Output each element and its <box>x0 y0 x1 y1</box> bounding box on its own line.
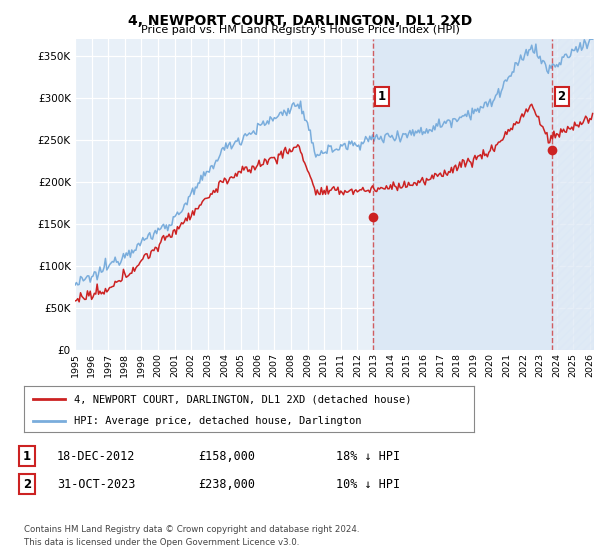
Text: 4, NEWPORT COURT, DARLINGTON, DL1 2XD (detached house): 4, NEWPORT COURT, DARLINGTON, DL1 2XD (d… <box>74 394 411 404</box>
Text: 10% ↓ HPI: 10% ↓ HPI <box>336 478 400 491</box>
Text: 1: 1 <box>23 450 31 463</box>
Text: 2: 2 <box>557 90 566 103</box>
Bar <box>373 39 553 350</box>
Text: 18-DEC-2012: 18-DEC-2012 <box>57 450 136 463</box>
Text: £238,000: £238,000 <box>198 478 255 491</box>
Text: 18% ↓ HPI: 18% ↓ HPI <box>336 450 400 463</box>
Text: 4, NEWPORT COURT, DARLINGTON, DL1 2XD: 4, NEWPORT COURT, DARLINGTON, DL1 2XD <box>128 14 472 28</box>
Text: This data is licensed under the Open Government Licence v3.0.: This data is licensed under the Open Gov… <box>24 538 299 547</box>
Text: Price paid vs. HM Land Registry's House Price Index (HPI): Price paid vs. HM Land Registry's House … <box>140 25 460 35</box>
Text: £158,000: £158,000 <box>198 450 255 463</box>
Text: 1: 1 <box>377 90 386 103</box>
Text: Contains HM Land Registry data © Crown copyright and database right 2024.: Contains HM Land Registry data © Crown c… <box>24 525 359 534</box>
Text: 2: 2 <box>23 478 31 491</box>
Text: 31-OCT-2023: 31-OCT-2023 <box>57 478 136 491</box>
Bar <box>553 39 594 350</box>
Text: HPI: Average price, detached house, Darlington: HPI: Average price, detached house, Darl… <box>74 416 361 426</box>
